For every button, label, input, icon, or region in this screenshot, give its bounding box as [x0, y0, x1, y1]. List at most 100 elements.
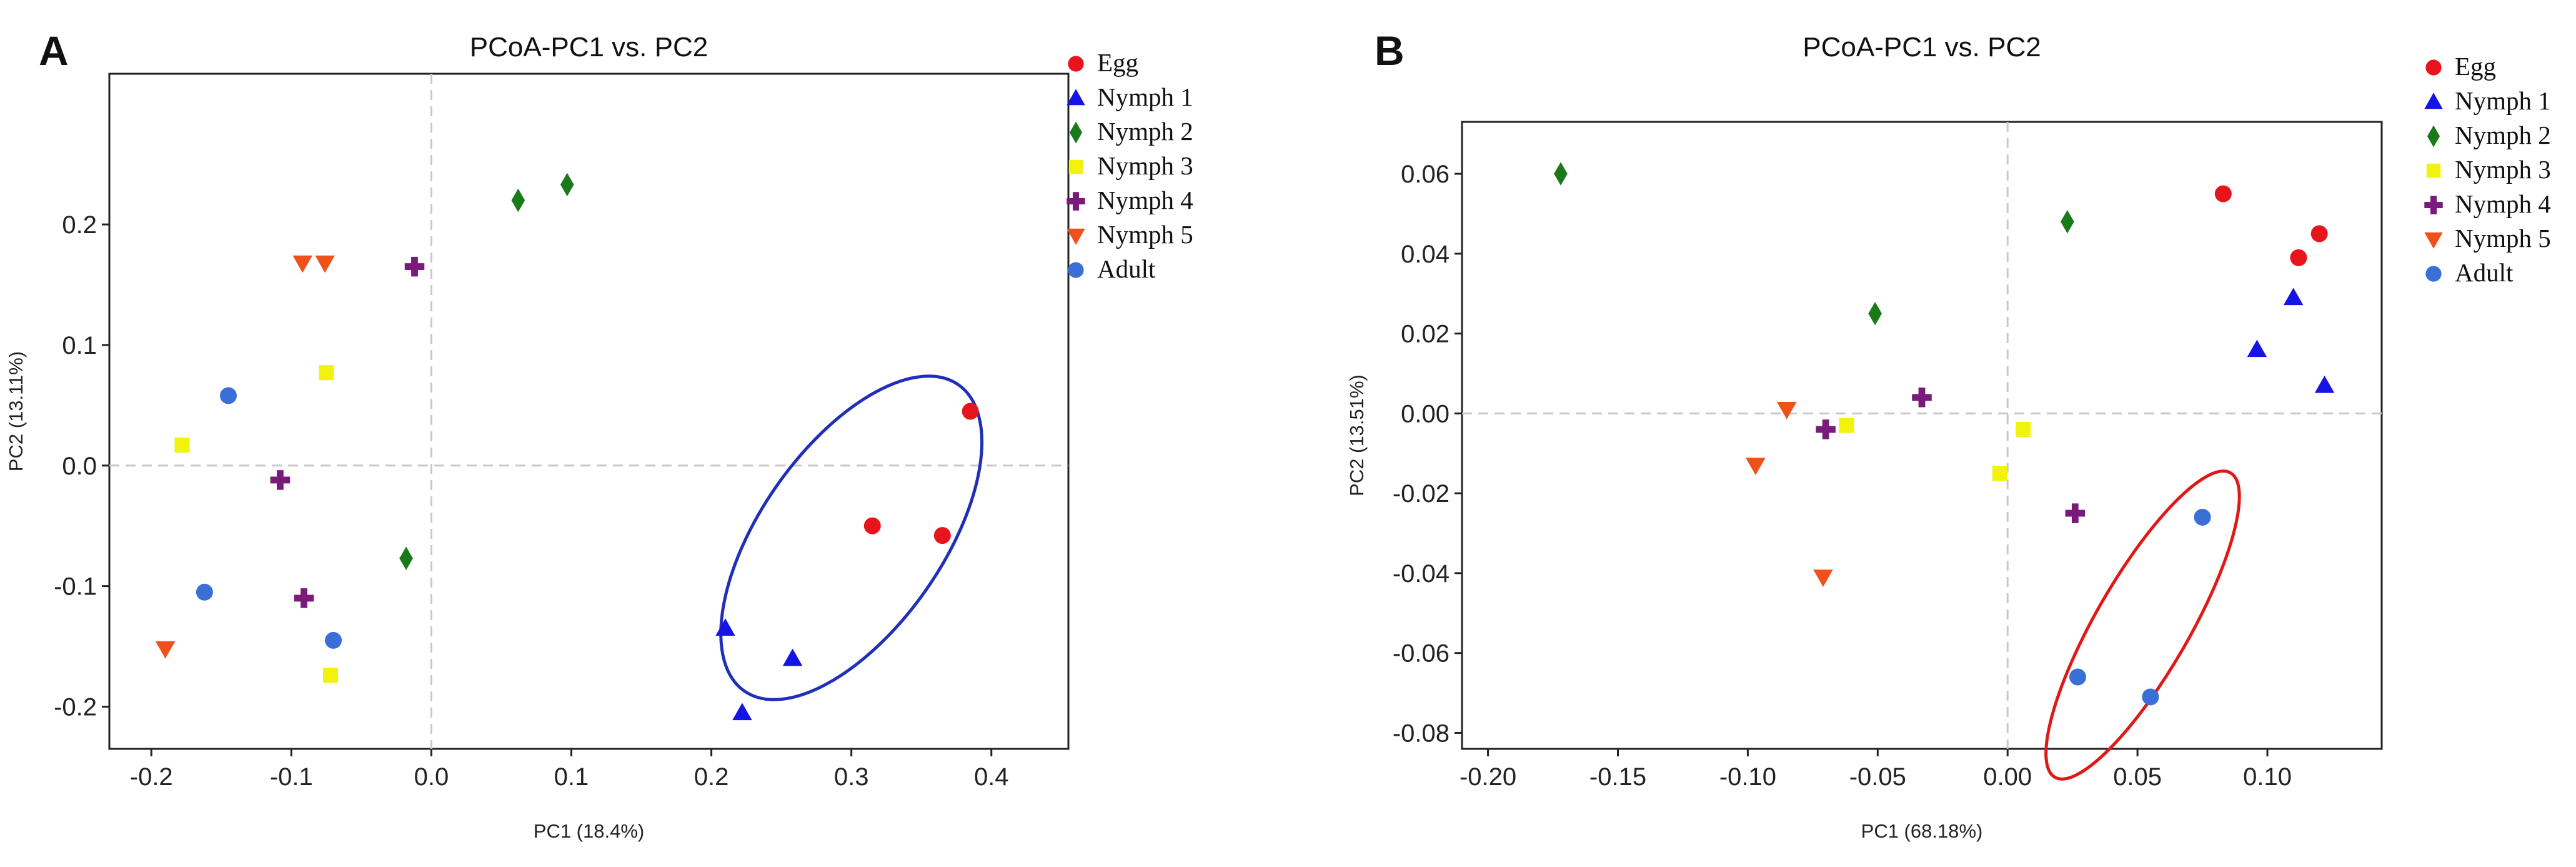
nymph-5-point — [155, 641, 176, 659]
cluster-ellipse — [2044, 469, 2241, 781]
y-tick-label: -0.1 — [54, 573, 97, 601]
series-nymph-3 — [174, 365, 339, 683]
legend-nymph-5-label: Nymph 5 — [1097, 220, 1193, 249]
plot-frame — [1461, 121, 2383, 750]
series-nymph-2 — [399, 173, 574, 571]
nymph-4-point — [2065, 503, 2086, 523]
nymph-3-point — [1992, 466, 2007, 481]
nymph-2-point — [2061, 209, 2074, 234]
y-tick-label: -0.06 — [1393, 640, 1450, 668]
legend-nymph-1-marker — [2424, 93, 2443, 109]
legend-nymph-3-label: Nymph 3 — [1097, 151, 1193, 180]
y-tick-label: 0.04 — [1401, 241, 1450, 268]
y-tick-label: 0.0 — [62, 453, 97, 480]
x-axis-label: PC1 (68.18%) — [1861, 820, 1983, 842]
legend-egg-marker — [1068, 56, 1084, 72]
x-tick-label: -0.05 — [1849, 763, 1906, 791]
legend-nymph-2-label: Nymph 2 — [2455, 121, 2551, 149]
x-tick-label: -0.15 — [1589, 763, 1646, 791]
legend-nymph-5-marker — [1067, 228, 1085, 245]
cluster-ellipse — [719, 374, 984, 701]
x-tick-label: 0.05 — [2113, 763, 2162, 791]
series-adult — [2069, 508, 2211, 706]
legend-nymph-2-marker — [1069, 121, 1083, 144]
adult-point — [2069, 668, 2086, 686]
nymph-4-point — [404, 256, 425, 277]
x-tick-label: 0.4 — [974, 763, 1009, 791]
series-nymph-1 — [2247, 288, 2335, 393]
legend-nymph-2-marker — [2427, 125, 2440, 148]
legend-nymph-1-marker — [1067, 89, 1085, 106]
nymph-2-point — [399, 546, 413, 571]
legend-nymph-5-label: Nymph 5 — [2455, 224, 2551, 253]
legend-nymph-4-marker — [2424, 196, 2443, 214]
nymph-1-point — [2283, 288, 2304, 306]
nymph-4-point — [1912, 388, 1932, 408]
pcoa-chart-a: A PCoA-PC1 vs. PC2 -0.2 -0.1 0.0 0.1 0.2 0.3 0.4… — [5, 28, 1193, 842]
y-tick-label: -0.02 — [1393, 480, 1450, 508]
nymph-3-point — [2016, 421, 2031, 437]
egg-point — [2310, 225, 2328, 243]
nymph-5-point — [1746, 458, 1766, 476]
nymph-2-point — [560, 173, 574, 197]
nymph-2-point — [1868, 301, 1882, 326]
panel-a: A PCoA-PC1 vs. PC2 -0.2 -0.1 0.0 0.1 0.2 0.3 0.4… — [0, 0, 1287, 864]
y-tick-label: 0.2 — [62, 211, 97, 239]
y-axis-label: PC2 (13.11%) — [5, 351, 27, 471]
series-egg — [863, 403, 979, 544]
legend-adult-label: Adult — [1097, 254, 1156, 283]
nymph-5-point — [292, 255, 312, 273]
nymph-1-point — [782, 648, 803, 666]
x-tick-label: -0.2 — [130, 763, 173, 791]
nymph-1-point — [715, 618, 735, 636]
nymph-1-point — [732, 703, 752, 721]
x-axis-label: PC1 (18.4%) — [534, 820, 644, 842]
legend-nymph-4-label: Nymph 4 — [1097, 186, 1193, 214]
legend-nymph-1-label: Nymph 1 — [1097, 83, 1193, 111]
adult-point — [2194, 508, 2211, 526]
nymph-3-point — [174, 438, 190, 453]
nymph-5-point — [1813, 569, 1833, 588]
y-tick-label: 0.00 — [1401, 400, 1450, 428]
nymph-3-point — [1839, 418, 1854, 433]
y-axis-label: PC2 (13.51%) — [1346, 374, 1368, 496]
egg-point — [863, 517, 881, 534]
adult-point — [196, 583, 213, 601]
x-tick-label: -0.1 — [270, 763, 313, 791]
legend-nymph-3-marker — [1068, 159, 1083, 174]
y-tick-label: -0.04 — [1393, 560, 1450, 588]
nymph-4-point — [294, 588, 314, 608]
nymph-4-point — [1816, 419, 1836, 439]
legend-nymph-2-label: Nymph 2 — [1097, 117, 1193, 146]
y-tick-label: 0.02 — [1401, 321, 1450, 348]
adult-point — [2142, 688, 2159, 706]
pcoa-chart-b: B PCoA-PC1 vs. PC2 -0.20 -0.15 -0.10 -0.05 0.0… — [1346, 28, 2551, 842]
y-tick-label: 0.06 — [1401, 161, 1450, 188]
legend-nymph-4-label: Nymph 4 — [2455, 189, 2551, 218]
plot-frame — [108, 73, 1070, 750]
y-tick-label: -0.2 — [54, 694, 97, 721]
egg-point — [933, 527, 951, 544]
egg-point — [2214, 185, 2232, 203]
panel-label: A — [39, 28, 69, 74]
nymph-4-point — [270, 470, 291, 490]
nymph-2-point — [1554, 162, 1568, 186]
series-adult — [196, 387, 342, 649]
legend-egg-label: Egg — [1097, 48, 1138, 77]
x-tick-label: 0.0 — [414, 763, 449, 791]
series-nymph-5 — [155, 255, 335, 659]
legend-egg-marker — [2425, 59, 2442, 76]
legend-egg-label: Egg — [2455, 52, 2496, 81]
panel-b: B PCoA-PC1 vs. PC2 -0.20 -0.15 -0.10 -0.05 0.0… — [1287, 0, 2576, 864]
x-tick-label: 0.1 — [554, 763, 589, 791]
x-tick-label: 0.10 — [2243, 763, 2292, 791]
egg-point — [962, 403, 979, 420]
legend-adult-marker — [1068, 262, 1084, 278]
legend-nymph-1-label: Nymph 1 — [2455, 86, 2551, 115]
x-tick-label: -0.20 — [1460, 763, 1516, 791]
nymph-2-point — [511, 188, 525, 213]
series-nymph-5 — [1746, 401, 1833, 588]
legend-adult-label: Adult — [2455, 258, 2514, 287]
nymph-3-point — [319, 365, 334, 381]
adult-point — [219, 387, 237, 404]
